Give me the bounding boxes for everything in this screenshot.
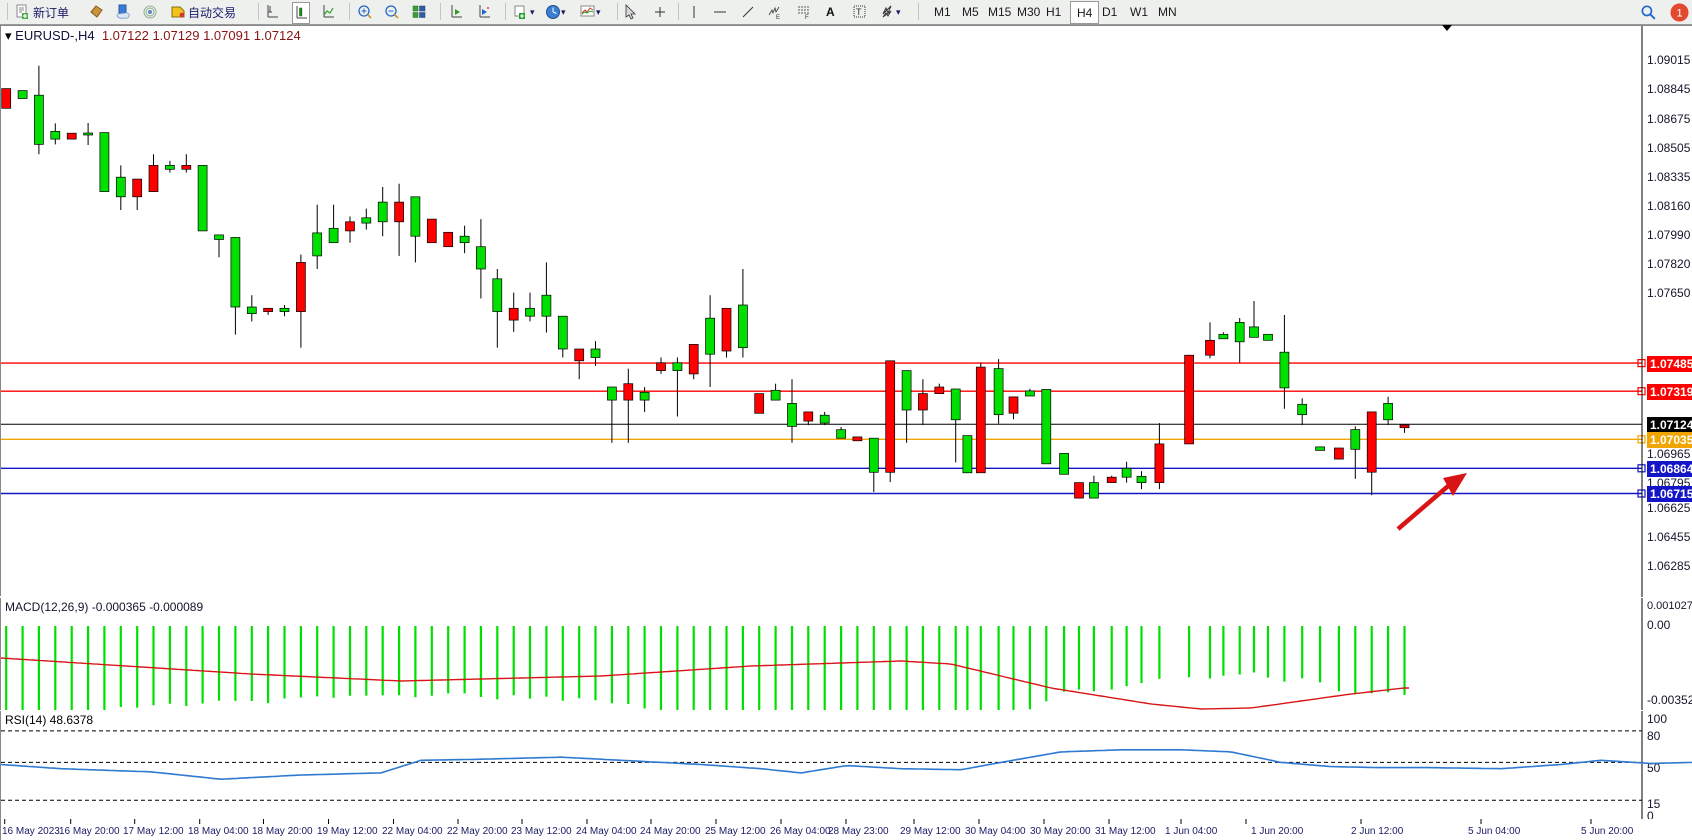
svg-text:1: 1 <box>1676 7 1682 19</box>
svg-text:F: F <box>805 15 809 20</box>
svg-text:T: T <box>856 7 862 17</box>
svg-text:E: E <box>776 15 780 20</box>
